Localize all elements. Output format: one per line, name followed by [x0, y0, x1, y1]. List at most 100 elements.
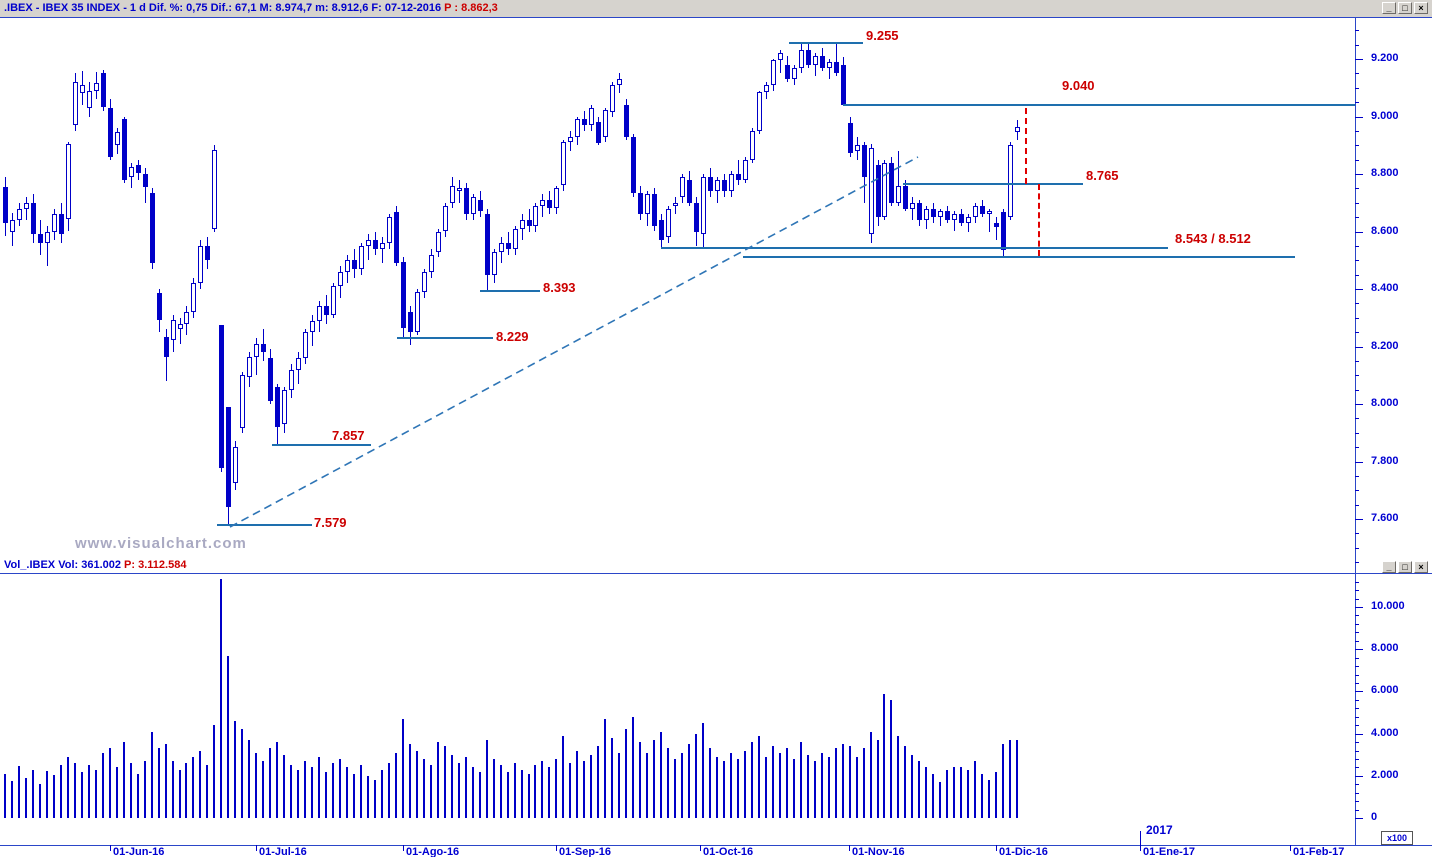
volume-bar [820, 752, 823, 818]
candle-body [833, 61, 839, 74]
candle-body [484, 214, 490, 275]
volume-title-main: Vol_.IBEX Vol: 361.002 [4, 559, 125, 571]
candle-body [945, 211, 951, 220]
volume-bar [625, 729, 628, 818]
price-major-tick [1355, 289, 1363, 290]
date-label: 01-Dic-16 [999, 846, 1048, 857]
volume-bar [883, 693, 886, 818]
volume-axis-label: 6.000 [1371, 684, 1399, 697]
candle-body [610, 84, 616, 112]
volume-major-tick [1355, 649, 1363, 651]
volume-bar [457, 763, 460, 818]
candle-body [65, 143, 71, 220]
price-minor-tick [1355, 159, 1359, 161]
volume-bar [778, 752, 781, 818]
close-icon[interactable]: × [1414, 2, 1428, 14]
volume-bar [750, 742, 753, 818]
projection-dashed-line [1038, 184, 1040, 256]
candle-body [770, 60, 776, 85]
volume-bar [450, 754, 453, 818]
candle-wick [996, 217, 998, 241]
candle-body [931, 208, 937, 218]
volume-bar [639, 742, 642, 818]
candle-body [233, 447, 239, 483]
candle-body [421, 271, 427, 292]
candle-body [198, 245, 204, 284]
volume-bar [178, 769, 181, 818]
price-minor-tick [1355, 375, 1359, 377]
price-minor-tick [1355, 504, 1359, 506]
candle-body [728, 174, 734, 192]
candle-wick [458, 179, 460, 203]
maximize-icon[interactable]: □ [1398, 2, 1412, 14]
volume-bar [855, 756, 858, 818]
volume-bar [422, 758, 425, 818]
date-label: 01-Nov-16 [852, 846, 905, 857]
volume-bar [799, 742, 802, 818]
price-axis-label: 9.200 [1371, 52, 1399, 64]
candle-wick [835, 43, 837, 77]
candle-body [3, 186, 8, 223]
minimize-icon[interactable]: _ [1382, 2, 1396, 14]
volume-major-tick [1355, 775, 1363, 777]
support-resistance-line [397, 337, 493, 340]
candle-body [156, 293, 162, 320]
volume-bar [960, 767, 963, 818]
volume-bar [946, 769, 949, 818]
candle-body [812, 56, 818, 65]
volume-close-icon[interactable]: × [1414, 561, 1428, 573]
volume-maximize-icon[interactable]: □ [1398, 561, 1412, 573]
candle-body [16, 208, 22, 220]
ascending-trendline [229, 156, 919, 528]
volume-bar [297, 769, 300, 818]
volume-bar [171, 761, 174, 818]
volume-minor-tick [1355, 801, 1359, 803]
candle-body [707, 176, 713, 192]
candle-body [30, 202, 36, 235]
volume-bar [499, 765, 502, 819]
price-axis-line[interactable] [1355, 18, 1356, 846]
support-resistance-line [661, 246, 1168, 249]
volume-bar [764, 756, 767, 818]
visualchart-watermark: www.visualchart.com [75, 535, 247, 552]
price-axis-label: 8.600 [1371, 224, 1399, 237]
price-minor-tick [1355, 418, 1359, 420]
volume-minor-tick [1355, 623, 1359, 625]
candle-body [23, 202, 29, 209]
projection-dashed-line [1025, 108, 1027, 184]
year-label: 2017 [1146, 823, 1173, 837]
candle-body [268, 358, 274, 402]
volume-axis-label: 2.000 [1371, 768, 1399, 781]
level-price-label: 7.857 [332, 428, 365, 443]
volume-bar [464, 756, 467, 818]
volume-bar [38, 784, 41, 818]
candle-body [980, 205, 986, 215]
volume-minimize-icon[interactable]: _ [1382, 561, 1396, 573]
candle-body [777, 53, 783, 61]
price-major-tick [1355, 59, 1363, 60]
candle-wick [179, 317, 181, 344]
candle-body [128, 166, 134, 177]
price-major-tick [1355, 404, 1363, 405]
volume-minor-tick [1355, 590, 1359, 592]
volume-minor-tick [1355, 792, 1359, 794]
price-axis-label: 8.000 [1371, 397, 1399, 409]
price-major-tick [1355, 346, 1363, 348]
price-minor-tick [1355, 44, 1359, 46]
candle-body [352, 260, 357, 269]
candle-body [414, 291, 420, 333]
chart-title: .IBEX - IBEX 35 INDEX - 1 d Dif. %: 0,75… [4, 2, 498, 14]
volume-major-tick [1355, 733, 1363, 735]
volume-minor-tick [1355, 767, 1359, 769]
candle-body [673, 202, 679, 206]
price-minor-tick [1355, 360, 1359, 362]
candle-body [149, 193, 155, 264]
volume-bar [443, 746, 446, 818]
price-minor-tick [1355, 130, 1359, 132]
candle-body [742, 159, 748, 180]
volume-bar [199, 750, 202, 818]
volume-bar [729, 752, 732, 818]
volume-minor-tick [1355, 708, 1359, 710]
volume-bar [646, 752, 649, 818]
